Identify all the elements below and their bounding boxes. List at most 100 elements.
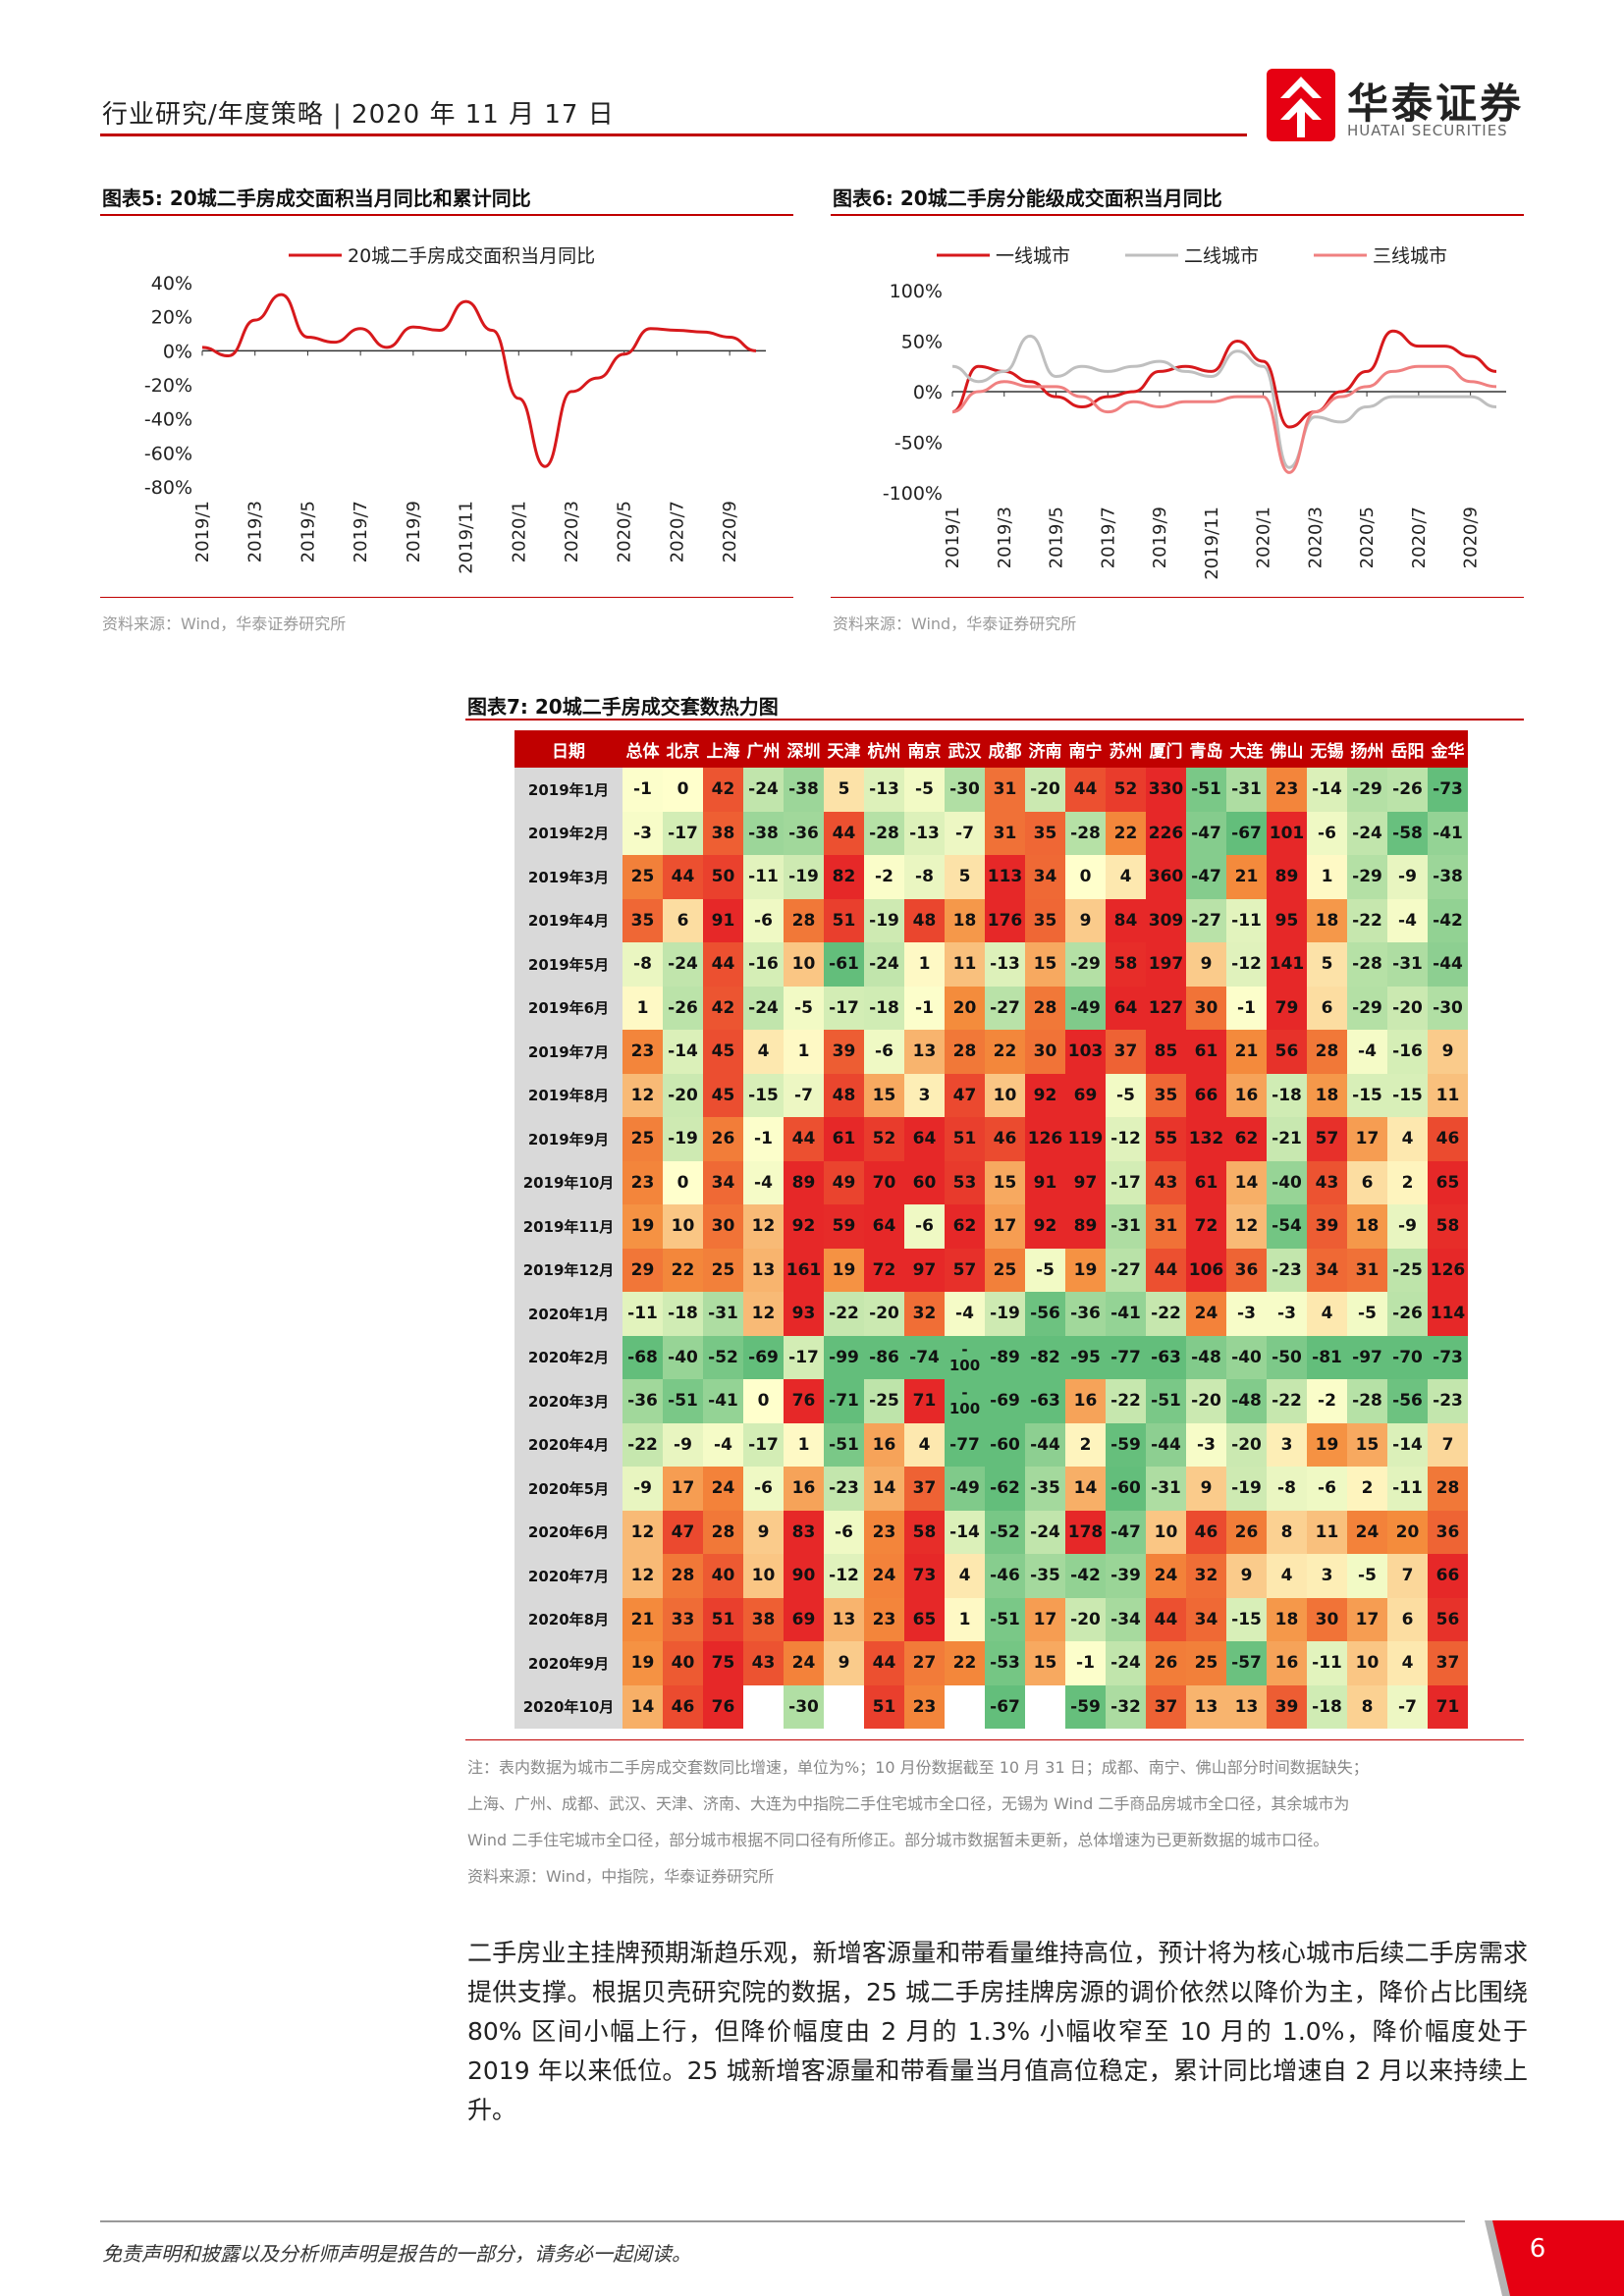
fig7-rule-bottom <box>465 1739 1524 1740</box>
heatmap-cell: -9 <box>1387 1204 1428 1249</box>
heatmap-cell: -39 <box>1106 1554 1146 1598</box>
heatmap-cell: -40 <box>1226 1335 1267 1379</box>
heatmap-cell: 28 <box>784 898 824 942</box>
heatmap-cell: -23 <box>1428 1379 1468 1423</box>
fig7-title: 图表7: 20城二手房成交套数热力图 <box>467 695 779 719</box>
heatmap-cell: -44 <box>1428 942 1468 987</box>
heatmap-cell: 0 <box>663 768 703 812</box>
heatmap-cell: -21 <box>1267 1117 1307 1161</box>
heatmap-cell: 1 <box>784 1030 824 1074</box>
heatmap-cell: 15 <box>864 1073 904 1117</box>
heatmap-cell: -9 <box>1387 855 1428 899</box>
heatmap-cell: 44 <box>1146 1597 1186 1641</box>
heatmap-cell: -6 <box>904 1204 945 1249</box>
heatmap-row-date: 2020年6月 <box>514 1510 623 1554</box>
heatmap-cell: 36 <box>1428 1510 1468 1554</box>
heatmap-cell: -36 <box>1065 1292 1106 1336</box>
heatmap-row-date: 2020年9月 <box>514 1641 623 1685</box>
heatmap-cell: 15 <box>1025 1641 1065 1685</box>
heatmap-cell: 28 <box>1428 1467 1468 1511</box>
heatmap-cell: 76 <box>703 1684 743 1729</box>
y-tick-label: 50% <box>901 332 943 353</box>
x-tick-label: 2020/9 <box>720 501 740 562</box>
heatmap-cell: 44 <box>1065 768 1106 812</box>
heatmap-cell: 0 <box>1065 855 1106 899</box>
heatmap-cell: 24 <box>703 1467 743 1511</box>
heatmap-cell: 12 <box>743 1292 784 1336</box>
heatmap-cell: -6 <box>743 898 784 942</box>
heatmap-cell: -89 <box>985 1335 1025 1379</box>
heatmap-cell: 30 <box>1025 1030 1065 1074</box>
heatmap-cell: 93 <box>784 1292 824 1336</box>
x-tick-label: 2020/1 <box>1254 507 1274 568</box>
heatmap-table: 日期 总体 北京 上海 广州 深圳 天津 杭州 南京 武汉 成都 济南 南宁 苏州 厦门 青岛 大连 佛山 无锡 扬州… <box>514 730 1468 1729</box>
heatmap-header-city: 大连 <box>1226 730 1267 768</box>
heatmap-cell: 46 <box>1186 1510 1226 1554</box>
heatmap-row: 2020年4月 -22 -9 -4 -17 1 -51 16 4 -77 -60 -44 2 -59 -44… <box>514 1422 1468 1467</box>
heatmap-cell: 23 <box>623 1160 663 1204</box>
heatmap-cell: 58 <box>1428 1204 1468 1249</box>
heatmap-cell: -23 <box>1267 1248 1307 1292</box>
heatmap-cell: 103 <box>1065 1030 1106 1074</box>
heatmap-cell: -29 <box>1347 855 1387 899</box>
heatmap-cell: -12 <box>1106 1117 1146 1161</box>
heatmap-cell: -1 <box>743 1117 784 1161</box>
fig5-rule-bottom <box>100 597 793 598</box>
heatmap-cell: -19 <box>663 1117 703 1161</box>
heatmap-header-city: 佛山 <box>1267 730 1307 768</box>
heatmap-cell: -17 <box>743 1422 784 1467</box>
heatmap-row: 2019年7月 23 -14 45 4 1 39 -6 13 28 22 30 103 37 85 61 21 5… <box>514 1030 1468 1074</box>
heatmap-cell: 23 <box>904 1684 945 1729</box>
heatmap-cell: 92 <box>784 1204 824 1249</box>
heatmap-cell: 61 <box>1186 1160 1226 1204</box>
heatmap-row-date: 2019年10月 <box>514 1160 623 1204</box>
heatmap-cell: 66 <box>1428 1554 1468 1598</box>
heatmap-cell: 25 <box>623 1117 663 1161</box>
heatmap-cell: -19 <box>784 855 824 899</box>
heatmap-cell: -48 <box>1186 1335 1226 1379</box>
heatmap-cell: -6 <box>743 1467 784 1511</box>
heatmap-cell: 197 <box>1146 942 1186 987</box>
heatmap-cell: 106 <box>1186 1248 1226 1292</box>
heatmap-cell: -30 <box>945 768 985 812</box>
y-tick-label: -20% <box>144 375 192 397</box>
heatmap-cell: -3 <box>623 811 663 855</box>
heatmap-cell: 4 <box>904 1422 945 1467</box>
footer-disclaimer: 免责声明和披露以及分析师声明是报告的一部分，请务必一起阅读。 <box>102 2242 691 2266</box>
heatmap-cell: 26 <box>1226 1510 1267 1554</box>
heatmap-cell: -51 <box>1146 1379 1186 1423</box>
heatmap-cell: -15 <box>743 1073 784 1117</box>
heatmap-cell: 16 <box>864 1422 904 1467</box>
heatmap-body: 2019年1月 -1 0 42 -24 -38 5 -13 -5 -30 31 -20 44 52 330-… <box>514 768 1468 1729</box>
fig7-note-line: 上海、广州、成都、武汉、天津、济南、大连为中指院二手住宅城市全口径，无锡为 Wi… <box>467 1794 1350 1813</box>
heatmap-cell: -31 <box>1387 942 1428 987</box>
heatmap-cell: -6 <box>1307 1467 1347 1511</box>
heatmap-cell: 34 <box>1186 1597 1226 1641</box>
y-tick-label: 20% <box>151 307 192 329</box>
heatmap-row: 2019年11月 19 10 30 12 92 59 64 -6 62 17 92 89 -31 31 72 1… <box>514 1204 1468 1249</box>
heatmap-cell: 83 <box>784 1510 824 1554</box>
heatmap-cell: 12 <box>743 1204 784 1249</box>
heatmap-cell: -6 <box>864 1030 904 1074</box>
heatmap-cell: -4 <box>1387 898 1428 942</box>
heatmap-cell: 92 <box>1025 1073 1065 1117</box>
heatmap-cell: -35 <box>1025 1467 1065 1511</box>
fig5-chart: 40% 20% 0% -20% -40% -60% -80%2019/1 2019/3 2019… <box>144 245 766 574</box>
heatmap-cell: 1 <box>945 1597 985 1641</box>
heatmap-cell: -5 <box>904 768 945 812</box>
heatmap-cell: 28 <box>703 1510 743 1554</box>
heatmap-header-city: 成都 <box>985 730 1025 768</box>
heatmap-cell: 23 <box>623 1030 663 1074</box>
heatmap-cell: -5 <box>1347 1554 1387 1598</box>
heatmap-cell: 17 <box>1347 1117 1387 1161</box>
heatmap-cell: 8 <box>1347 1684 1387 1729</box>
heatmap-cell: -24 <box>743 986 784 1030</box>
heatmap-cell: 46 <box>985 1117 1025 1161</box>
heatmap-cell: 5 <box>1307 942 1347 987</box>
heatmap-cell: -24 <box>1106 1641 1146 1685</box>
heatmap-cell: 57 <box>1307 1117 1347 1161</box>
heatmap-cell: 44 <box>663 855 703 899</box>
heatmap-cell: -81 <box>1307 1335 1347 1379</box>
heatmap-cell: 44 <box>784 1117 824 1161</box>
heatmap-cell: 39 <box>1267 1684 1307 1729</box>
